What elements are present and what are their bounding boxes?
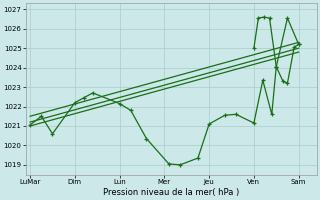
- X-axis label: Pression niveau de la mer( hPa ): Pression niveau de la mer( hPa ): [103, 188, 239, 197]
